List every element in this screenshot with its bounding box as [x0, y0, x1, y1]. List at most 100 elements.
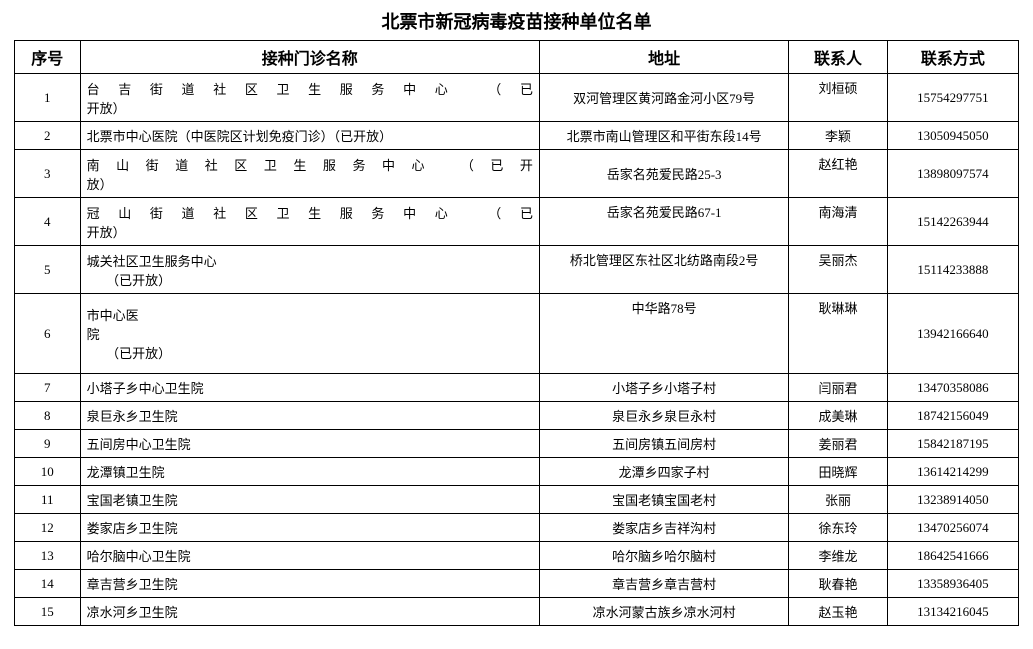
cell-name: 城关社区卫生服务中心 （已开放）	[80, 246, 539, 294]
name-line: 小塔子乡中心卫生院	[87, 378, 533, 397]
name-line: 凉水河乡卫生院	[87, 602, 533, 621]
name-right: （已	[488, 206, 533, 221]
name-line: 市中心医	[87, 305, 533, 324]
cell-name: 五间房中心卫生院	[80, 430, 539, 458]
col-header-name: 接种门诊名称	[80, 41, 539, 74]
cell-seq: 13	[15, 542, 81, 570]
cell-seq: 8	[15, 402, 81, 430]
cell-phone: 15114233888	[887, 246, 1018, 294]
cell-name: 南山街道社区卫生服务中心 （已开放）	[80, 150, 539, 198]
name-left: 冠山街道社区卫生服务中心	[87, 206, 467, 221]
cell-contact: 李维龙	[789, 542, 887, 570]
table-row: 10龙潭镇卫生院龙潭乡四家子村田晓辉13614214299	[15, 458, 1019, 486]
cell-seq: 5	[15, 246, 81, 294]
table-row: 12 娄家店乡卫生院娄家店乡吉祥沟村徐东玲13470256074	[15, 514, 1019, 542]
page-title: 北票市新冠病毒疫苗接种单位名单	[14, 8, 1019, 34]
cell-seq: 14	[15, 570, 81, 598]
cell-phone: 13942166640	[887, 294, 1018, 374]
cell-seq: 10	[15, 458, 81, 486]
name-line: 哈尔脑中心卫生院	[87, 546, 533, 565]
name-line: 院	[87, 324, 533, 343]
table-row: 6市中心医院 （已开放）中华路78号耿琳琳13942166640	[15, 294, 1019, 374]
cell-name: 台吉街道社区卫生服务中心 （已开放）	[80, 74, 539, 122]
cell-addr: 岳家名苑爱民路25-3	[539, 150, 788, 198]
cell-contact: 李颖	[789, 122, 887, 150]
cell-addr: 宝国老镇宝国老村	[539, 486, 788, 514]
cell-phone: 18742156049	[887, 402, 1018, 430]
cell-phone: 15754297751	[887, 74, 1018, 122]
table-row: 7小塔子乡中心卫生院小塔子乡小塔子村闫丽君13470358086	[15, 374, 1019, 402]
table-row: 8 泉巨永乡卫生院泉巨永乡泉巨永村成美琳18742156049	[15, 402, 1019, 430]
cell-contact: 徐东玲	[789, 514, 887, 542]
cell-name: 娄家店乡卫生院	[80, 514, 539, 542]
name-line: 娄家店乡卫生院	[87, 518, 533, 537]
name-line: 开放）	[87, 98, 533, 117]
name-line: 开放）	[87, 222, 533, 241]
cell-addr: 章吉营乡章吉营村	[539, 570, 788, 598]
name-line: 城关社区卫生服务中心	[87, 251, 533, 270]
table-row: 2北票市中心医院（中医院区计划免疫门诊）（已开放）北票市南山管理区和平街东段14…	[15, 122, 1019, 150]
cell-addr: 中华路78号	[539, 294, 788, 374]
cell-contact: 闫丽君	[789, 374, 887, 402]
name-left: 台吉街道社区卫生服务中心	[87, 82, 467, 97]
cell-contact: 南海清	[789, 198, 887, 246]
cell-phone: 13134216045	[887, 598, 1018, 626]
name-right: （已	[488, 82, 533, 97]
cell-phone: 13614214299	[887, 458, 1018, 486]
cell-name: 泉巨永乡卫生院	[80, 402, 539, 430]
cell-name: 北票市中心医院（中医院区计划免疫门诊）（已开放）	[80, 122, 539, 150]
cell-name: 哈尔脑中心卫生院	[80, 542, 539, 570]
cell-phone: 13358936405	[887, 570, 1018, 598]
cell-phone: 13050945050	[887, 122, 1018, 150]
cell-addr: 桥北管理区东社区北纺路南段2号	[539, 246, 788, 294]
name-line: 台吉街道社区卫生服务中心 （已	[87, 79, 533, 98]
cell-addr: 五间房镇五间房村	[539, 430, 788, 458]
cell-phone: 13470256074	[887, 514, 1018, 542]
name-line: 章吉营乡卫生院	[87, 574, 533, 593]
cell-phone: 15842187195	[887, 430, 1018, 458]
cell-addr: 北票市南山管理区和平街东段14号	[539, 122, 788, 150]
cell-addr: 泉巨永乡泉巨永村	[539, 402, 788, 430]
cell-name: 冠山街道社区卫生服务中心 （已开放）	[80, 198, 539, 246]
cell-addr: 凉水河蒙古族乡凉水河村	[539, 598, 788, 626]
name-line: （已开放）	[87, 343, 533, 362]
cell-addr: 岳家名苑爱民路67-1	[539, 198, 788, 246]
name-line: 北票市中心医院（中医院区计划免疫门诊）（已开放）	[87, 126, 533, 145]
cell-contact: 耿春艳	[789, 570, 887, 598]
col-header-seq: 序号	[15, 41, 81, 74]
table-row: 4冠山街道社区卫生服务中心 （已开放）岳家名苑爱民路67-1南海清1514226…	[15, 198, 1019, 246]
table-row: 9五间房中心卫生院五间房镇五间房村姜丽君15842187195	[15, 430, 1019, 458]
col-header-phone: 联系方式	[887, 41, 1018, 74]
cell-contact: 张丽	[789, 486, 887, 514]
cell-contact: 刘桓硕	[789, 74, 887, 122]
cell-addr: 哈尔脑乡哈尔脑村	[539, 542, 788, 570]
cell-name: 凉水河乡卫生院	[80, 598, 539, 626]
name-line: 放）	[87, 174, 533, 193]
col-header-contact: 联系人	[789, 41, 887, 74]
name-line: 南山街道社区卫生服务中心 （已开	[87, 155, 533, 174]
cell-seq: 12	[15, 514, 81, 542]
name-line: 龙潭镇卫生院	[87, 462, 533, 481]
cell-contact: 耿琳琳	[789, 294, 887, 374]
cell-phone: 18642541666	[887, 542, 1018, 570]
cell-name: 市中心医院 （已开放）	[80, 294, 539, 374]
cell-phone: 13898097574	[887, 150, 1018, 198]
cell-name: 小塔子乡中心卫生院	[80, 374, 539, 402]
col-header-addr: 地址	[539, 41, 788, 74]
cell-contact: 吴丽杰	[789, 246, 887, 294]
vaccine-units-table: 序号 接种门诊名称 地址 联系人 联系方式 1台吉街道社区卫生服务中心 （已开放…	[14, 40, 1019, 626]
cell-phone: 13238914050	[887, 486, 1018, 514]
cell-name: 宝国老镇卫生院	[80, 486, 539, 514]
table-row: 1台吉街道社区卫生服务中心 （已开放）双河管理区黄河路金河小区79号刘桓硕157…	[15, 74, 1019, 122]
cell-seq: 4	[15, 198, 81, 246]
table-row: 13 哈尔脑中心卫生院哈尔脑乡哈尔脑村李维龙18642541666	[15, 542, 1019, 570]
cell-addr: 娄家店乡吉祥沟村	[539, 514, 788, 542]
cell-phone: 13470358086	[887, 374, 1018, 402]
name-line: 泉巨永乡卫生院	[87, 406, 533, 425]
table-row: 15凉水河乡卫生院凉水河蒙古族乡凉水河村赵玉艳13134216045	[15, 598, 1019, 626]
table-row: 5城关社区卫生服务中心 （已开放）桥北管理区东社区北纺路南段2号吴丽杰15114…	[15, 246, 1019, 294]
name-line: 宝国老镇卫生院	[87, 490, 533, 509]
name-line: 冠山街道社区卫生服务中心 （已	[87, 203, 533, 222]
cell-contact: 成美琳	[789, 402, 887, 430]
cell-addr: 双河管理区黄河路金河小区79号	[539, 74, 788, 122]
